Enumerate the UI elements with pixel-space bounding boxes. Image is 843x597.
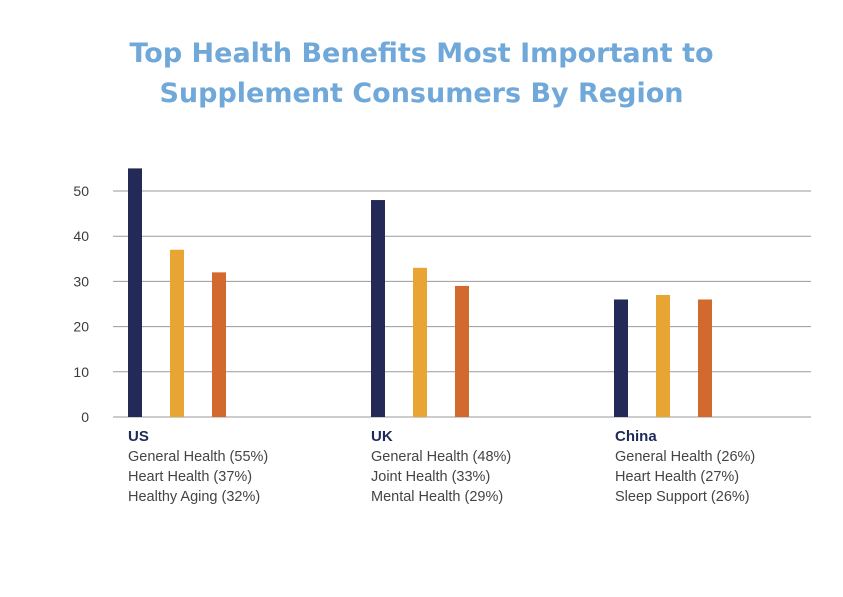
region-china-label-2: Heart Health (27%) — [615, 469, 740, 485]
chart-title-line-2: Supplement Consumers By Region — [159, 78, 684, 109]
region-block-china: China General Health (26%) Heart Health … — [615, 427, 755, 507]
region-us-label-2: Heart Health (37%) — [128, 469, 253, 485]
region-china-label-1: General Health (26%) — [615, 449, 756, 465]
region-us-label-3: Healthy Aging (32%) — [128, 489, 261, 505]
y-tick-label-30: 30 — [73, 273, 89, 289]
region-name-china: China — [615, 428, 657, 445]
bar-uk-1 — [371, 200, 385, 417]
bar-us-2 — [170, 249, 184, 417]
bar-us-1 — [128, 168, 142, 417]
region-uk-label-2: Joint Health (33%) — [371, 469, 491, 485]
bar-us-3 — [212, 272, 226, 417]
region-us-label-1: General Health (55%) — [128, 449, 269, 465]
region-name-us: US — [128, 428, 149, 445]
bar-china-2 — [656, 294, 670, 417]
region-uk-label-1: General Health (48%) — [371, 449, 512, 465]
region-block-uk: UK General Health (48%) Joint Health (33… — [371, 427, 511, 507]
region-china-label-3: Sleep Support (26%) — [615, 489, 750, 505]
bar-china-1 — [614, 299, 628, 417]
region-uk-label-3: Mental Health (29%) — [371, 489, 504, 505]
bar-uk-3 — [455, 285, 469, 417]
y-tick-label-0: 0 — [81, 409, 89, 425]
y-tick-label-40: 40 — [73, 228, 89, 244]
region-block-us: US General Health (55%) Heart Health (37… — [128, 427, 268, 507]
chart-title-line-1: Top Health Benefits Most Important to — [129, 38, 714, 69]
y-tick-label-10: 10 — [73, 364, 89, 380]
y-tick-label-50: 50 — [73, 183, 89, 199]
chart-title: Top Health Benefits Most Important to Su… — [0, 34, 843, 114]
y-tick-label-20: 20 — [73, 319, 89, 335]
bar-uk-2 — [413, 267, 427, 417]
bar-china-3 — [698, 299, 712, 417]
region-name-uk: UK — [371, 428, 393, 445]
